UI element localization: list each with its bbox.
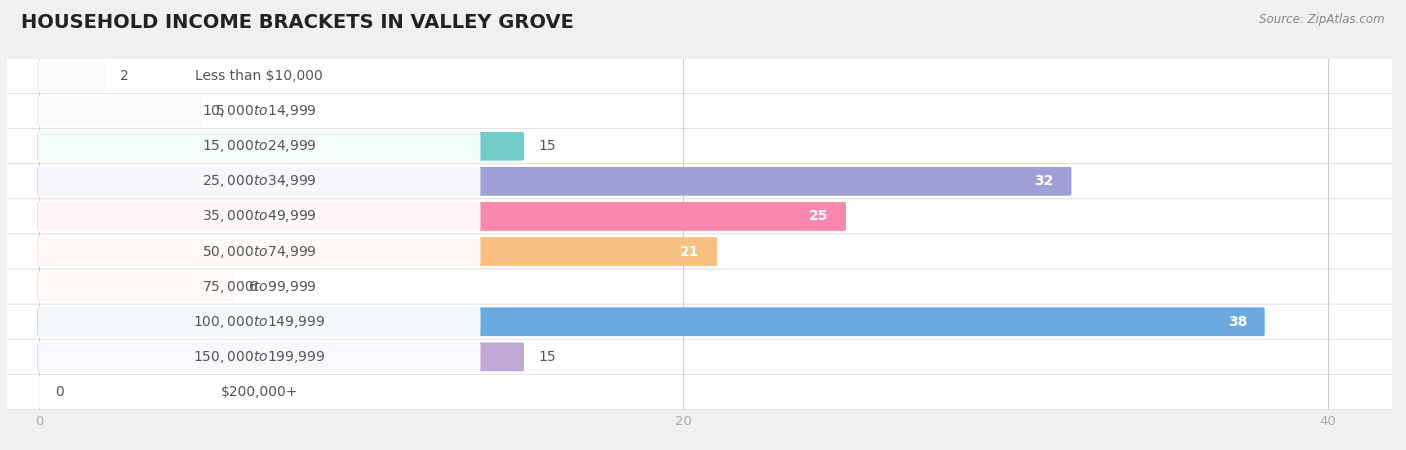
Text: $25,000 to $34,999: $25,000 to $34,999	[202, 173, 316, 189]
FancyBboxPatch shape	[38, 167, 1071, 196]
FancyBboxPatch shape	[38, 376, 481, 408]
FancyBboxPatch shape	[38, 342, 524, 371]
FancyBboxPatch shape	[38, 306, 481, 338]
Text: Source: ZipAtlas.com: Source: ZipAtlas.com	[1260, 14, 1385, 27]
Text: 21: 21	[681, 244, 700, 259]
Text: HOUSEHOLD INCOME BRACKETS IN VALLEY GROVE: HOUSEHOLD INCOME BRACKETS IN VALLEY GROV…	[21, 14, 574, 32]
Text: $35,000 to $49,999: $35,000 to $49,999	[202, 208, 316, 225]
FancyBboxPatch shape	[38, 130, 481, 162]
FancyBboxPatch shape	[7, 58, 1392, 94]
Text: $15,000 to $24,999: $15,000 to $24,999	[202, 138, 316, 154]
Text: Less than $10,000: Less than $10,000	[195, 69, 323, 83]
FancyBboxPatch shape	[38, 341, 481, 373]
FancyBboxPatch shape	[7, 374, 1392, 410]
FancyBboxPatch shape	[7, 199, 1392, 234]
Text: $150,000 to $199,999: $150,000 to $199,999	[193, 349, 325, 365]
FancyBboxPatch shape	[38, 202, 846, 231]
FancyBboxPatch shape	[7, 269, 1392, 304]
FancyBboxPatch shape	[7, 304, 1392, 339]
FancyBboxPatch shape	[38, 97, 202, 126]
Text: 6: 6	[249, 279, 257, 294]
Text: $100,000 to $149,999: $100,000 to $149,999	[193, 314, 325, 330]
FancyBboxPatch shape	[38, 235, 481, 268]
FancyBboxPatch shape	[38, 307, 1265, 336]
FancyBboxPatch shape	[38, 165, 481, 198]
Text: $50,000 to $74,999: $50,000 to $74,999	[202, 243, 316, 260]
FancyBboxPatch shape	[7, 129, 1392, 164]
Text: $200,000+: $200,000+	[221, 385, 298, 399]
FancyBboxPatch shape	[7, 94, 1392, 129]
Text: $75,000 to $99,999: $75,000 to $99,999	[202, 279, 316, 295]
FancyBboxPatch shape	[7, 164, 1392, 199]
FancyBboxPatch shape	[7, 234, 1392, 269]
FancyBboxPatch shape	[38, 60, 481, 92]
Text: 2: 2	[120, 69, 128, 83]
Text: 5: 5	[217, 104, 225, 118]
FancyBboxPatch shape	[38, 200, 481, 233]
FancyBboxPatch shape	[38, 272, 233, 301]
Text: 32: 32	[1035, 174, 1053, 189]
Text: 25: 25	[808, 209, 828, 224]
Text: $10,000 to $14,999: $10,000 to $14,999	[202, 103, 316, 119]
FancyBboxPatch shape	[38, 62, 105, 90]
FancyBboxPatch shape	[38, 270, 481, 303]
FancyBboxPatch shape	[38, 237, 717, 266]
FancyBboxPatch shape	[7, 339, 1392, 374]
FancyBboxPatch shape	[38, 132, 524, 161]
Text: 38: 38	[1227, 315, 1247, 329]
Text: 15: 15	[538, 139, 557, 153]
FancyBboxPatch shape	[38, 95, 481, 127]
Text: 0: 0	[55, 385, 65, 399]
Text: 15: 15	[538, 350, 557, 364]
